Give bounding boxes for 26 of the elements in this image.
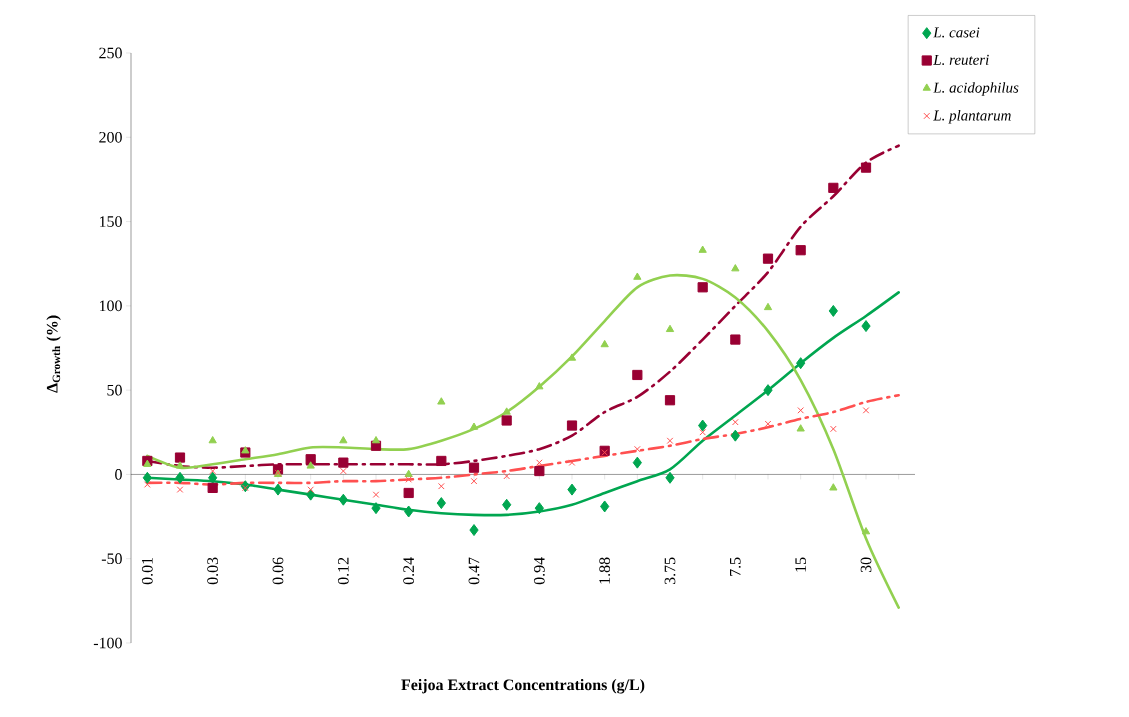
x-tick-label: 3.75 [664, 557, 676, 585]
x-tick-label: 15 [795, 557, 807, 572]
x-tick-label: 0.24 [403, 557, 415, 585]
x-axis-title: Feijoa Extract Concentrations (g/L) [401, 678, 645, 694]
y-tick-label: 0 [115, 469, 122, 480]
x-tick-label: 30 [860, 557, 872, 573]
legend-label: L. casei [933, 27, 980, 38]
legend-label: L. reuteri [933, 54, 989, 65]
y-tick-label: -100 [93, 637, 122, 649]
x-tick-label: 0.94 [533, 557, 545, 585]
y-tick-label: 250 [99, 47, 122, 59]
x-tick-label: 0.47 [468, 557, 480, 585]
y-tick-label: 100 [99, 300, 122, 312]
legend-label: L. acidophilus [933, 82, 1019, 96]
x-tick-label: 0.01 [141, 557, 153, 585]
x-tick-label: 0.12 [337, 557, 349, 585]
y-tick-label: -50 [101, 553, 122, 565]
x-tick-label: 7.5 [730, 557, 741, 576]
x-tick-label: 0.03 [207, 557, 219, 585]
x-tick-label: 1.88 [599, 557, 611, 584]
y-tick-label: 150 [99, 216, 122, 227]
y-tick-label: 200 [99, 131, 122, 143]
y-tick-label: 50 [107, 384, 122, 396]
x-tick-label: 0.06 [272, 557, 284, 585]
legend-label: L. plantarum [933, 110, 1011, 124]
y-axis-title: Δ$_{Growth}$ (%) [46, 315, 61, 393]
